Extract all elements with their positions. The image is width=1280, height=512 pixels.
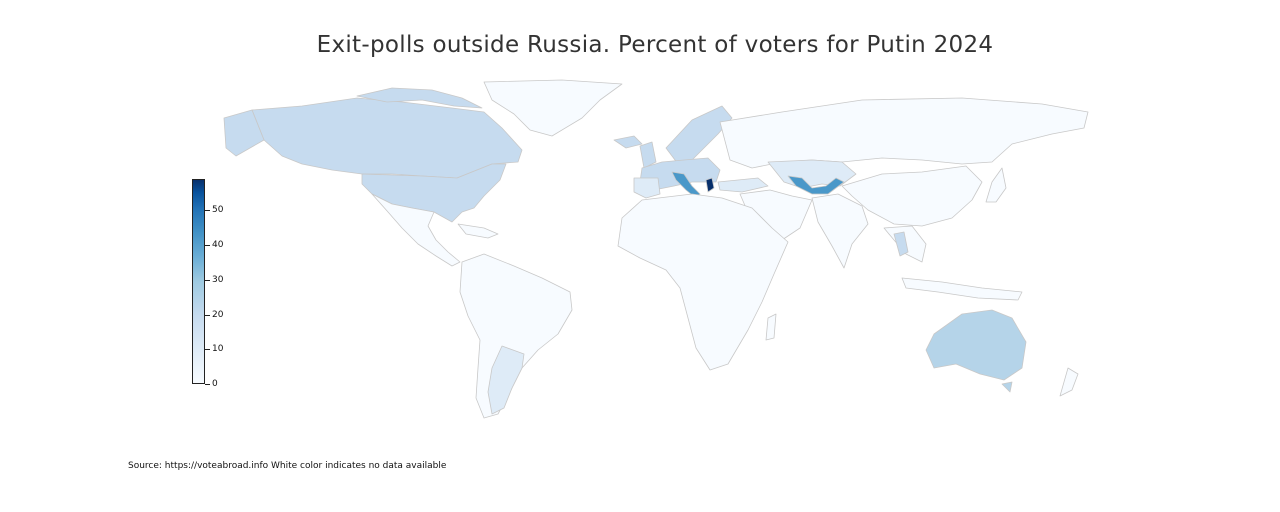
canada bbox=[251, 97, 523, 179]
china bbox=[841, 165, 983, 227]
uk bbox=[639, 141, 657, 169]
arctic-islands bbox=[356, 87, 483, 109]
japan bbox=[985, 167, 1007, 203]
australia bbox=[925, 309, 1027, 381]
colorbar bbox=[192, 179, 205, 384]
alaska bbox=[223, 109, 265, 157]
colorbar-tick bbox=[205, 280, 210, 281]
iceland bbox=[613, 135, 643, 149]
colorbar-tick-label: 20 bbox=[212, 310, 224, 320]
colorbar-tick-label: 0 bbox=[212, 379, 218, 389]
kazakhstan bbox=[767, 159, 857, 189]
caribbean bbox=[457, 223, 499, 239]
colorbar-tick bbox=[205, 210, 210, 211]
indonesia bbox=[901, 277, 1023, 301]
russia bbox=[719, 97, 1089, 169]
colorbar-tick-label: 30 bbox=[212, 275, 224, 285]
colorbar-tick bbox=[205, 315, 210, 316]
madagascar bbox=[765, 313, 777, 341]
mexico bbox=[371, 193, 461, 267]
colorbar-tick-label: 50 bbox=[212, 205, 224, 215]
colorbar-tick bbox=[205, 384, 210, 385]
new-zealand bbox=[1059, 367, 1079, 397]
greenland bbox=[483, 79, 623, 137]
source-note: Source: https://voteabroad.info White co… bbox=[128, 461, 447, 471]
uzbekistan bbox=[787, 175, 845, 195]
colorbar-tick-label: 40 bbox=[212, 240, 224, 250]
colorbar-tick-label: 10 bbox=[212, 344, 224, 354]
south-america bbox=[459, 253, 573, 419]
scandinavia bbox=[665, 105, 733, 165]
colorbar-tick bbox=[205, 349, 210, 350]
map-title: Exit-polls outside Russia. Percent of vo… bbox=[316, 32, 994, 58]
iberia bbox=[633, 177, 661, 199]
africa bbox=[617, 193, 789, 371]
argentina bbox=[487, 345, 525, 415]
turkey bbox=[717, 177, 769, 193]
world-map bbox=[223, 79, 1089, 419]
thailand bbox=[893, 231, 909, 257]
tasmania bbox=[1001, 381, 1013, 393]
greece bbox=[705, 177, 715, 193]
india bbox=[811, 193, 869, 269]
colorbar-tick bbox=[205, 245, 210, 246]
